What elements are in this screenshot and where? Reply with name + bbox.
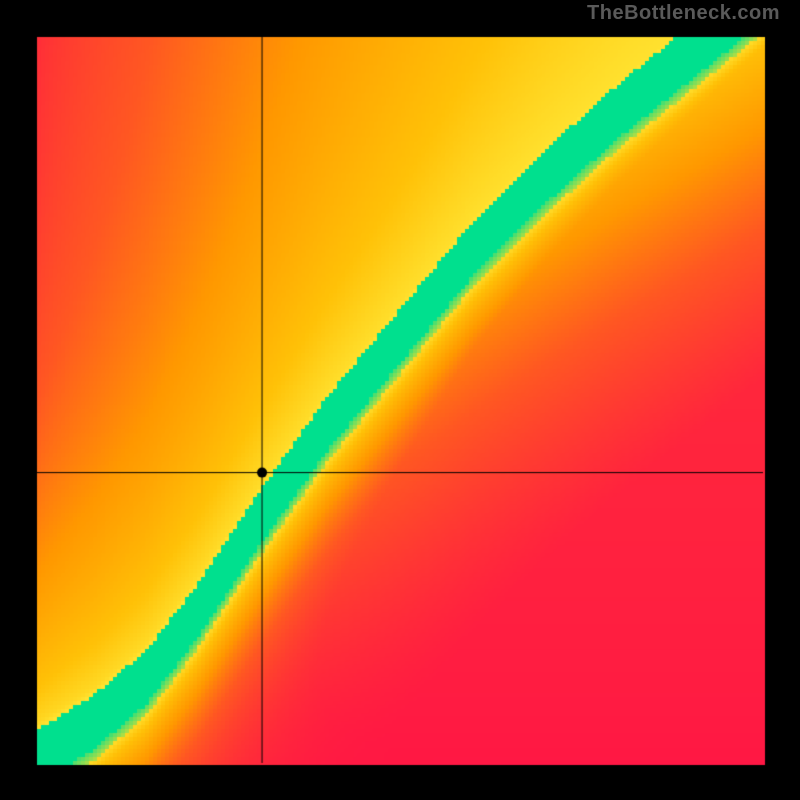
- heatmap-canvas: [0, 0, 800, 800]
- watermark-text: TheBottleneck.com: [587, 2, 780, 25]
- bottleneck-heatmap-chart: TheBottleneck.com: [0, 0, 800, 800]
